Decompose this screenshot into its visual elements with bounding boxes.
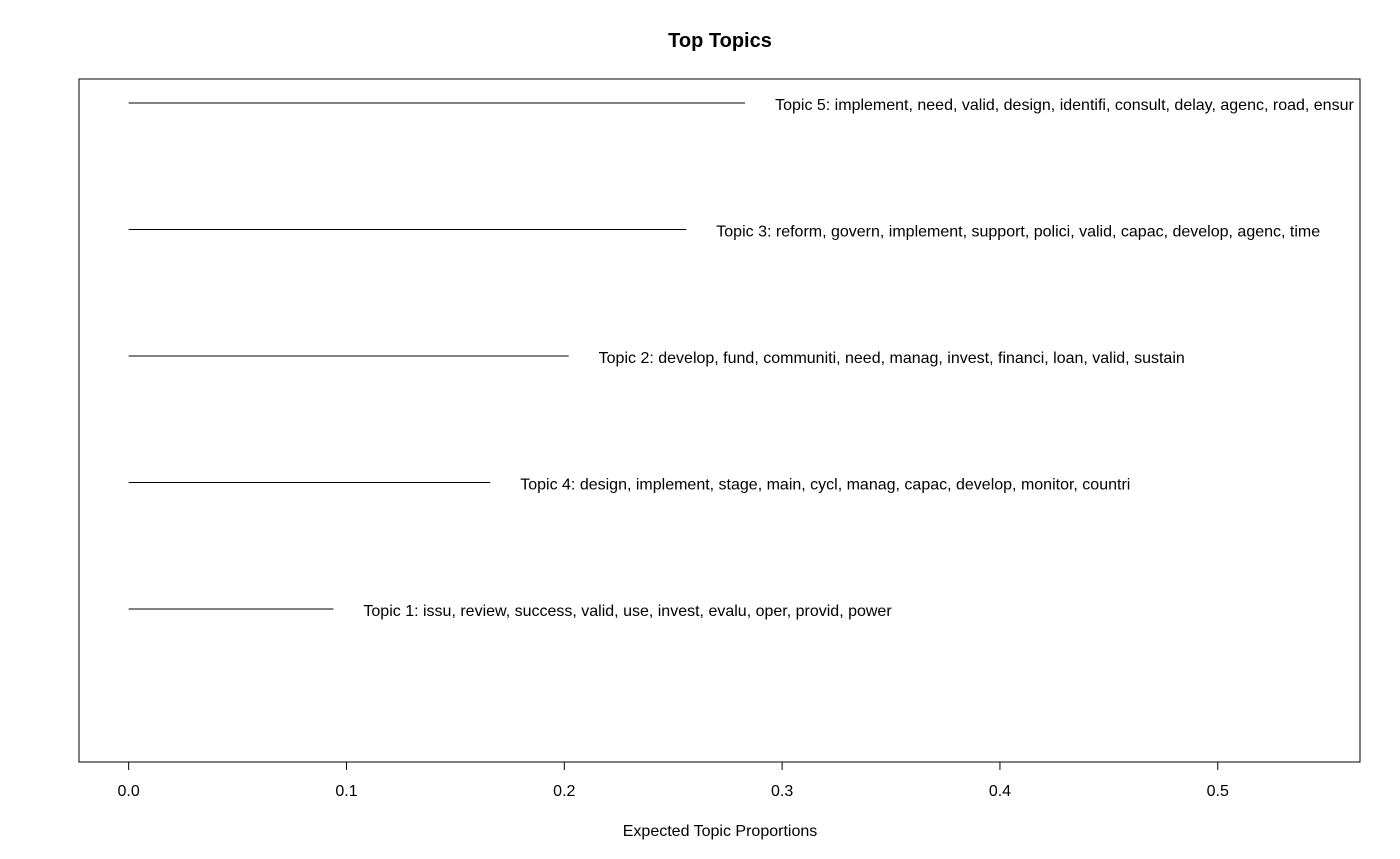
x-axis-label: Expected Topic Proportions — [623, 823, 817, 840]
chart-title: Top Topics — [668, 30, 772, 52]
plot-frame — [78, 78, 1361, 763]
x-tick-label: 0.5 — [1207, 783, 1229, 800]
x-axis: 0.0 0.1 0.2 0.3 0.4 0.5 — [118, 761, 1229, 800]
x-tick-label: 0.4 — [989, 783, 1011, 800]
topic-label: Topic 4: design, implement, stage, main,… — [520, 477, 1130, 494]
x-tick-label: 0.0 — [118, 783, 140, 800]
topic-label: Topic 1: issu, review, success, valid, u… — [363, 603, 892, 620]
topic-label: Topic 5: implement, need, valid, design,… — [775, 97, 1354, 114]
topic-label: Topic 2: develop, fund, communiti, need,… — [599, 350, 1185, 367]
topic-label: Topic 3: reform, govern, implement, supp… — [716, 224, 1320, 241]
x-tick-label: 0.3 — [771, 783, 793, 800]
topic-bars: Topic 5: implement, need, valid, design,… — [128, 97, 1354, 620]
x-tick-label: 0.2 — [553, 783, 575, 800]
x-tick-label: 0.1 — [335, 783, 357, 800]
